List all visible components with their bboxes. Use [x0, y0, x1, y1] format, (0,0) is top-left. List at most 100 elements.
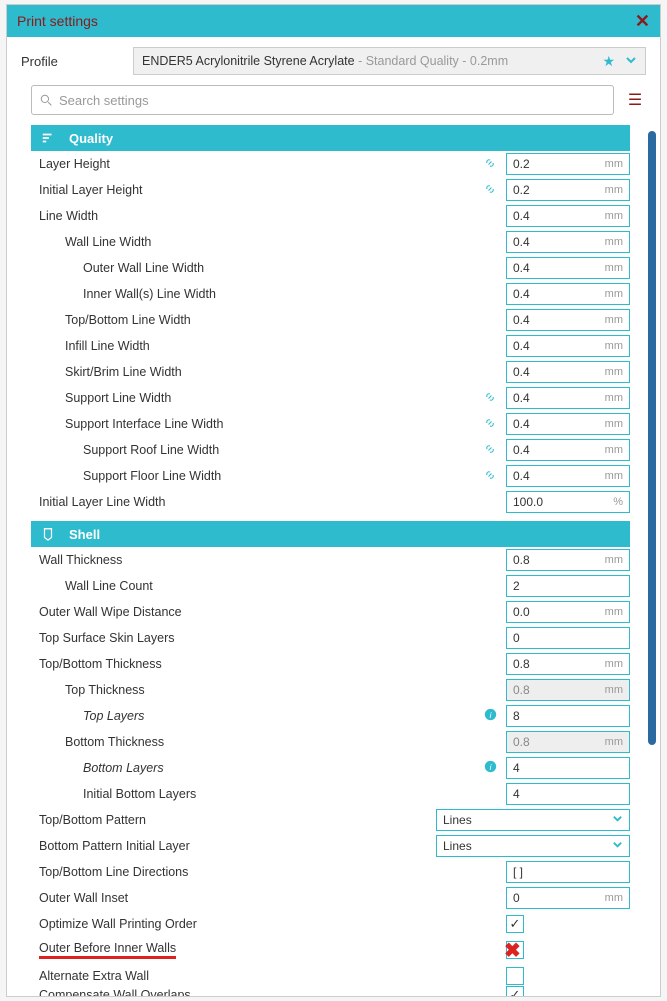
- titlebar: Print settings ✕: [7, 5, 660, 37]
- setting-checkbox[interactable]: ✓: [506, 986, 524, 996]
- star-icon[interactable]: ★: [602, 53, 615, 70]
- setting-label: Support Interface Line Width: [39, 417, 484, 431]
- setting-label: Support Floor Line Width: [39, 469, 484, 483]
- setting-label: Skirt/Brim Line Width: [39, 365, 506, 379]
- setting-input[interactable]: 0.4mm: [506, 413, 630, 435]
- info-icon[interactable]: i: [484, 760, 500, 776]
- setting-input[interactable]: 0.4mm: [506, 387, 630, 409]
- setting-select[interactable]: Lines: [436, 835, 630, 857]
- setting-input[interactable]: 0.0mm: [506, 601, 630, 623]
- setting-label: Layer Height: [39, 157, 484, 171]
- setting-row: Line Width0.4mm: [31, 203, 630, 229]
- setting-label: Support Line Width: [39, 391, 484, 405]
- setting-input[interactable]: 0.4mm: [506, 231, 630, 253]
- setting-input[interactable]: 2: [506, 575, 630, 597]
- window-title: Print settings: [17, 13, 98, 29]
- setting-checkbox[interactable]: [506, 941, 524, 959]
- setting-label: Outer Wall Inset: [39, 891, 506, 905]
- setting-input[interactable]: 4: [506, 757, 630, 779]
- setting-row: Outer Wall Inset0mm: [31, 885, 630, 911]
- setting-input[interactable]: 0.4mm: [506, 335, 630, 357]
- print-settings-dialog: Print settings ✕ Profile ENDER5 Acryloni…: [6, 4, 661, 997]
- setting-row: Wall Line Count2: [31, 573, 630, 599]
- profile-text: ENDER5 Acrylonitrile Styrene Acrylate - …: [142, 54, 508, 68]
- setting-row: Bottom Thickness0.8mm: [31, 729, 630, 755]
- setting-input[interactable]: 0.8mm: [506, 653, 630, 675]
- setting-row: Support Line Width 0.4mm: [31, 385, 630, 411]
- section-header-shell[interactable]: Shell: [31, 521, 630, 547]
- link-icon[interactable]: [484, 417, 500, 432]
- link-icon[interactable]: [484, 469, 500, 484]
- link-icon[interactable]: [484, 443, 500, 458]
- section-header-quality[interactable]: Quality: [31, 125, 630, 151]
- setting-input[interactable]: 0.4mm: [506, 361, 630, 383]
- setting-input[interactable]: 0.2mm: [506, 153, 630, 175]
- checkbox-col: [506, 941, 630, 959]
- setting-label: Wall Line Width: [39, 235, 506, 249]
- setting-select[interactable]: Lines: [436, 809, 630, 831]
- setting-row: Top Surface Skin Layers0: [31, 625, 630, 651]
- setting-row: Wall Line Width0.4mm: [31, 229, 630, 255]
- setting-label: Bottom Pattern Initial Layer: [39, 839, 436, 853]
- link-icon[interactable]: [484, 183, 500, 198]
- search-input[interactable]: Search settings: [31, 85, 614, 115]
- setting-input[interactable]: 4: [506, 783, 630, 805]
- setting-input[interactable]: 8: [506, 705, 630, 727]
- setting-row: Top/Bottom Line Width0.4mm: [31, 307, 630, 333]
- setting-row: Initial Layer Line Width100.0%: [31, 489, 630, 515]
- profile-suffix: - Standard Quality - 0.2mm: [355, 54, 509, 68]
- setting-label: Initial Layer Height: [39, 183, 484, 197]
- hamburger-icon[interactable]: ☰: [624, 90, 646, 110]
- setting-input[interactable]: 0.4mm: [506, 205, 630, 227]
- setting-row: Initial Bottom Layers4: [31, 781, 630, 807]
- setting-label: Top Thickness: [39, 683, 506, 697]
- profile-select[interactable]: ENDER5 Acrylonitrile Styrene Acrylate - …: [133, 47, 646, 75]
- setting-input[interactable]: 0.4mm: [506, 439, 630, 461]
- setting-row: Wall Thickness0.8mm: [31, 547, 630, 573]
- close-icon[interactable]: ✕: [635, 11, 650, 32]
- setting-row: Skirt/Brim Line Width0.4mm: [31, 359, 630, 385]
- setting-label: Top Layers: [39, 709, 484, 723]
- setting-row: Support Floor Line Width 0.4mm: [31, 463, 630, 489]
- setting-input[interactable]: 0.2mm: [506, 179, 630, 201]
- info-icon[interactable]: i: [484, 708, 500, 724]
- svg-text:i: i: [490, 711, 492, 720]
- setting-row: Infill Line Width0.4mm: [31, 333, 630, 359]
- setting-label: Outer Wall Wipe Distance: [39, 605, 506, 619]
- settings-scroll[interactable]: Quality Layer Height 0.2mm Initial Layer He…: [31, 119, 646, 996]
- link-icon[interactable]: [484, 391, 500, 406]
- setting-row: Outer Before Inner Walls: [31, 937, 630, 963]
- setting-label: Outer Wall Line Width: [39, 261, 506, 275]
- setting-input[interactable]: 0.4mm: [506, 309, 630, 331]
- scrollbar[interactable]: [648, 131, 656, 745]
- setting-label: Bottom Layers: [39, 761, 484, 775]
- setting-checkbox[interactable]: ✓: [506, 915, 524, 933]
- setting-input[interactable]: 0.4mm: [506, 465, 630, 487]
- profile-label: Profile: [21, 54, 121, 69]
- setting-label: Initial Layer Line Width: [39, 495, 506, 509]
- setting-row: Top Thickness0.8mm: [31, 677, 630, 703]
- setting-input[interactable]: [ ]: [506, 861, 630, 883]
- checkbox-col: [506, 967, 630, 985]
- setting-input[interactable]: 0.8mm: [506, 731, 630, 753]
- setting-row: Bottom Layersi4: [31, 755, 630, 781]
- setting-input[interactable]: 100.0%: [506, 491, 630, 513]
- chevron-down-icon[interactable]: [625, 54, 637, 69]
- setting-label: Wall Thickness: [39, 553, 506, 567]
- setting-label: Bottom Thickness: [39, 735, 506, 749]
- setting-row: Top/Bottom Thickness0.8mm: [31, 651, 630, 677]
- settings-area: Quality Layer Height 0.2mm Initial Layer He…: [7, 119, 660, 996]
- setting-input[interactable]: 0mm: [506, 887, 630, 909]
- checkbox-col: ✓: [506, 986, 630, 996]
- setting-row: Layer Height 0.2mm: [31, 151, 630, 177]
- setting-input[interactable]: 0.4mm: [506, 257, 630, 279]
- link-icon[interactable]: [484, 157, 500, 172]
- setting-input[interactable]: 0: [506, 627, 630, 649]
- setting-input[interactable]: 0.8mm: [506, 679, 630, 701]
- setting-checkbox[interactable]: [506, 967, 524, 985]
- setting-input[interactable]: 0.4mm: [506, 283, 630, 305]
- setting-label: Inner Wall(s) Line Width: [39, 287, 506, 301]
- setting-input[interactable]: 0.8mm: [506, 549, 630, 571]
- setting-label: Compensate Wall Overlaps: [39, 988, 506, 996]
- setting-row: Top/Bottom PatternLines: [31, 807, 630, 833]
